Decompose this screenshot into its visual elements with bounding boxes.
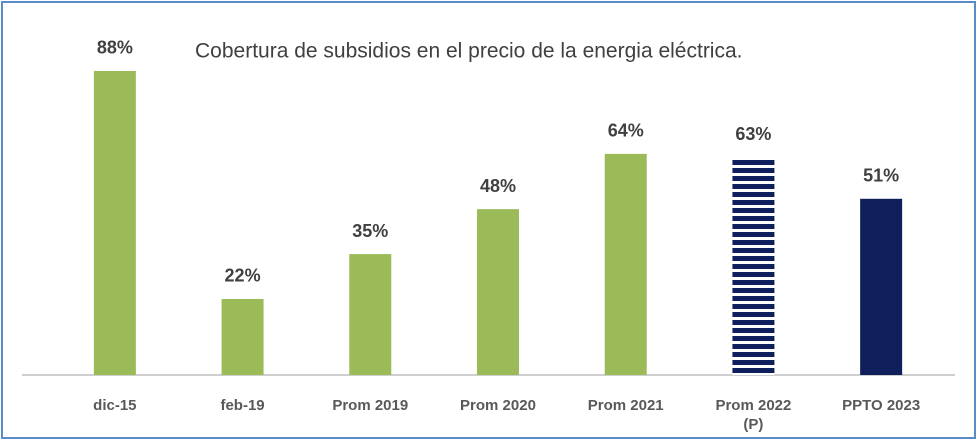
chart-title: Cobertura de subsidios en el precio de l… [195, 40, 743, 63]
bar [349, 254, 392, 375]
x-tick-label: Prom 2021 [588, 397, 664, 414]
bar [860, 198, 903, 375]
x-tick-label: PPTO 2023 [842, 397, 920, 414]
value-label: 63% [735, 124, 771, 144]
bar [732, 157, 775, 375]
bar [93, 70, 136, 376]
x-tick-label: dic-15 [93, 397, 136, 414]
value-label: 88% [97, 38, 133, 58]
value-label: 22% [225, 266, 261, 286]
bar [221, 298, 264, 375]
x-tick-label: Prom 2019 [332, 397, 408, 414]
value-label: 51% [863, 166, 899, 186]
x-tick-label: Prom 2022 (P) [715, 397, 791, 433]
value-label: 48% [480, 176, 516, 196]
bar [477, 209, 519, 375]
x-tick-label: Prom 2020 [460, 397, 536, 414]
bar [604, 153, 647, 375]
x-tick-label: feb-19 [220, 397, 264, 414]
value-label: 35% [352, 221, 388, 241]
value-label: 64% [608, 121, 644, 141]
